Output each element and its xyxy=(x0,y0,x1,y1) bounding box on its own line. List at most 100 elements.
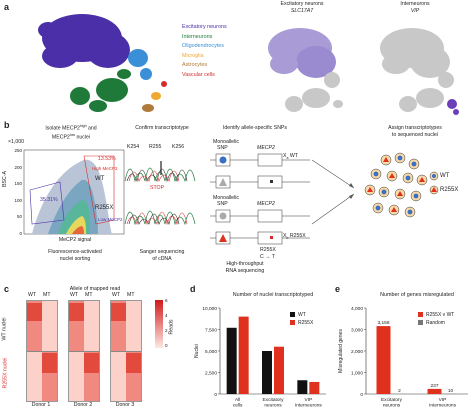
tsne-excitatory-slc17a7 xyxy=(268,28,343,112)
heatmap-cell-band xyxy=(111,303,126,321)
flow-arrows xyxy=(311,159,355,225)
row-label-wt: WT nuclei xyxy=(1,317,8,341)
legend-label: WT xyxy=(298,312,306,318)
heatmap-cell-band xyxy=(27,351,42,401)
tsne-cluster-excitatory xyxy=(38,14,130,68)
celltype-legend-item: Oligodendrocytes xyxy=(182,43,224,49)
tsne3-title: Interneurons xyxy=(400,1,430,7)
y-tick-label: 7,500 xyxy=(205,327,217,333)
x-tick-label: Excitatory xyxy=(381,397,403,403)
x-tick-label: Interneurons xyxy=(429,403,457,409)
facs-y-tick: 200 xyxy=(14,164,22,170)
x-tick-label: VIP xyxy=(304,397,312,403)
bar xyxy=(427,388,442,394)
mecp2-label-1: MECP2 xyxy=(257,145,275,151)
facs-y-tick: 150 xyxy=(14,181,22,186)
panel-b-letter: b xyxy=(4,120,10,130)
tsne-cell-types xyxy=(38,14,167,112)
bar xyxy=(309,381,320,394)
heatmap-cell-band xyxy=(69,303,84,321)
bar xyxy=(274,346,284,394)
y-tick-label: 2,500 xyxy=(205,370,217,376)
heatmap-separator xyxy=(27,351,57,352)
donor-label: Donor 3 xyxy=(115,402,135,408)
gate-high-pct: 13.53% xyxy=(98,156,116,162)
legend-swatch xyxy=(418,312,423,317)
codon-k256: K256 xyxy=(172,144,185,150)
sanger-trace-mt xyxy=(124,210,196,226)
y-tick-label: 0 xyxy=(214,392,217,398)
snp-diagram-mt xyxy=(210,209,310,245)
assigned-nuclei xyxy=(364,152,439,218)
panel-d-letter: d xyxy=(190,284,196,294)
bar-data-label: 3,158 xyxy=(377,320,389,326)
monoallelic-label-1: Monoallelic xyxy=(213,139,239,145)
step4-title-1: Assign transcriptotypes xyxy=(388,125,442,131)
tsne-interneurons-vip xyxy=(380,28,459,115)
celltype-legend-item: Astrocytes xyxy=(182,62,208,68)
legend-label: Random xyxy=(426,320,445,326)
x-tick-label: Interneurons xyxy=(295,403,323,409)
y-tick-label: 10,000 xyxy=(202,306,217,312)
y-tick-label: 1,000 xyxy=(351,370,363,376)
sanger-trace-wt xyxy=(124,161,196,183)
heatmap-col-label: WT xyxy=(28,292,37,298)
gate-high-label: High MeCP2 xyxy=(92,166,118,171)
celltype-legend-item: Microglia xyxy=(182,52,204,59)
heatmap-col-label: WT xyxy=(70,292,79,298)
xa-wt: Xa WT xyxy=(283,153,298,161)
celltype-legend-item: Interneurons xyxy=(182,33,213,40)
colorbar-tick: 6 xyxy=(165,298,168,303)
tsne2-title: Excitatory neurons xyxy=(280,1,324,7)
bar xyxy=(262,351,272,394)
colorbar-tick: 2 xyxy=(165,328,168,333)
heatmap-separator xyxy=(69,351,99,352)
step1-caption-2: nuclei sorting xyxy=(59,256,91,262)
facs-plot xyxy=(23,149,125,235)
step3-caption-1: High-throughput xyxy=(226,261,264,267)
panel-a-letter: a xyxy=(4,2,10,12)
step3-caption-2: RNA sequencing xyxy=(225,268,265,274)
tsne-cluster-interneurons xyxy=(70,69,131,112)
x-tick-label: cells xyxy=(233,403,243,409)
heatmap-cell-band xyxy=(111,351,126,401)
tsne-cluster-vascular xyxy=(161,81,167,87)
panel-c-letter: c xyxy=(4,284,10,294)
gate-mid-pct: 35.31% xyxy=(40,197,58,203)
gate-r255x: R255X xyxy=(95,205,114,211)
chart-title: Number of genes misregulated xyxy=(380,292,454,298)
y-tick-label: 2,000 xyxy=(351,349,363,355)
y-tick-label: 3,000 xyxy=(351,327,363,333)
chart-nuclei: Number of nuclei transcriptotyped 0 2,500 5… xyxy=(194,292,326,409)
x-tick-label: neurons xyxy=(383,403,401,409)
facs-y-tick: 250 xyxy=(14,148,22,153)
step1-title: Isolate MECP2high and MECP2low nuclei xyxy=(45,124,97,141)
bar-data-label: 2 xyxy=(398,388,401,394)
c-to-t-label: C → T xyxy=(260,254,275,260)
facs-y-tick: 0 xyxy=(19,230,22,236)
chart-title: Number of nuclei transcriptotyped xyxy=(233,292,314,298)
tsne-cluster-oligodendrocytes xyxy=(128,49,152,80)
step1-caption-1: Fluorescence-activated xyxy=(48,249,102,255)
legend-label: R255X xyxy=(298,320,314,326)
snp-label-2: SNP xyxy=(217,201,228,207)
legend-swatch xyxy=(418,320,423,325)
celltype-legend-item: Excitatory neurons xyxy=(182,24,227,30)
legend-label: R255X v WT xyxy=(426,312,454,318)
reads-colorbar xyxy=(155,300,163,348)
heatmap-col-label: MT xyxy=(127,292,135,298)
heatmap-col-label: MT xyxy=(85,292,93,298)
xb-r255x: Xb R255X xyxy=(283,233,306,241)
celltype-legend: Excitatory neurons Interneurons Oligodendr… xyxy=(182,24,227,81)
celltype-legend-item: Vascular cells xyxy=(182,71,215,78)
mecp2-label-2: MECP2 xyxy=(257,201,275,207)
bar-data-label: 10 xyxy=(448,388,454,394)
bar xyxy=(226,327,237,394)
heatmap-cell-band xyxy=(42,301,57,351)
tsne-cluster-astrocytes xyxy=(142,104,154,112)
legend-swatch xyxy=(290,320,295,325)
y-axis-label: Misregulated genes xyxy=(338,329,344,373)
tsne2-gene: SLC17A7 xyxy=(290,8,314,14)
y-tick-label: 5,000 xyxy=(205,349,217,355)
x-tick-label: All xyxy=(235,397,240,403)
